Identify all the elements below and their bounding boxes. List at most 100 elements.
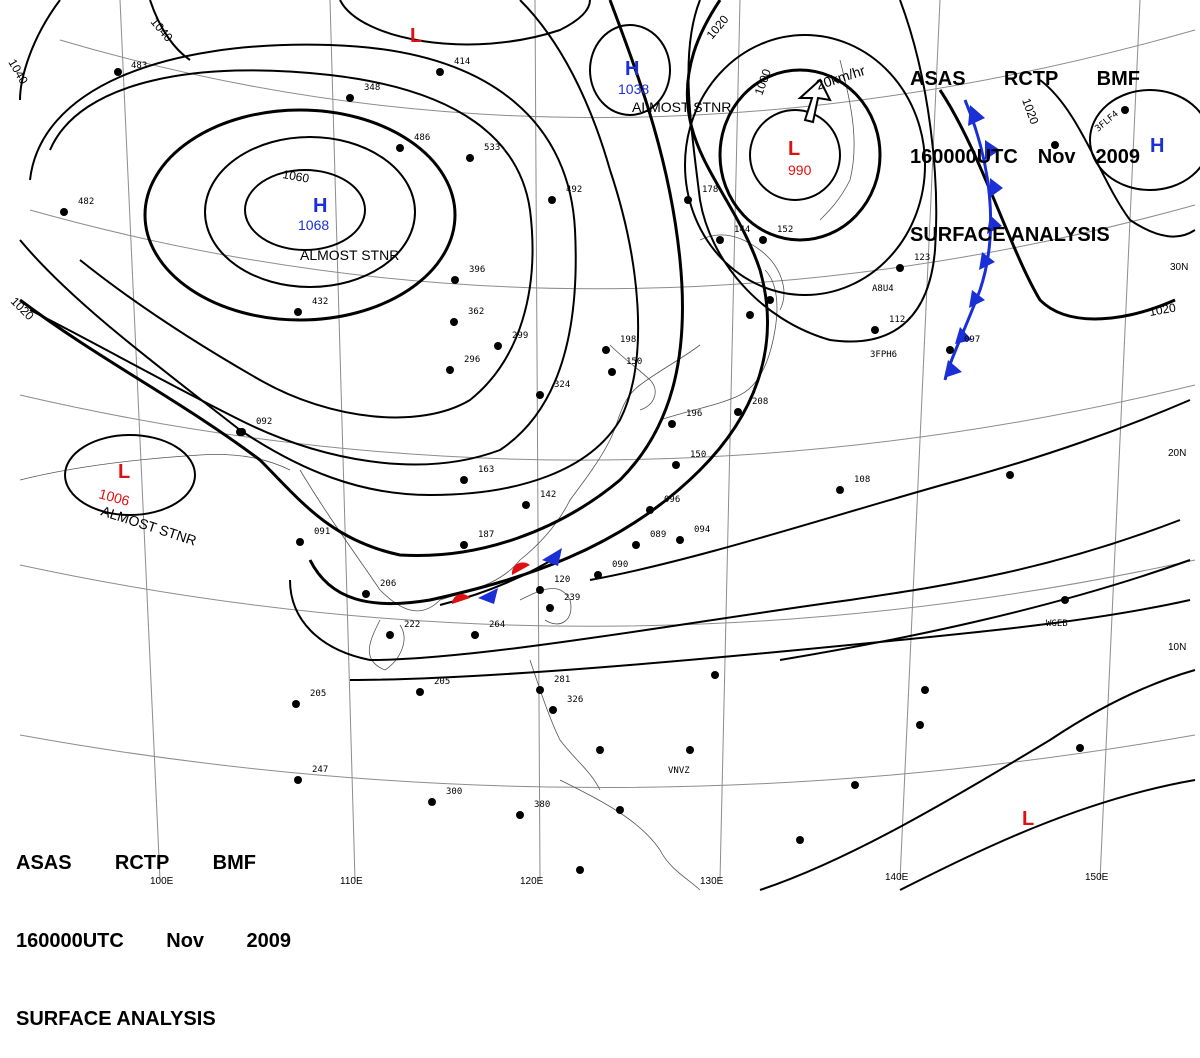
station-pressure-value: 205 xyxy=(310,689,326,699)
title-month: Nov xyxy=(1037,146,1076,168)
high-center-note: ALMOST STNR xyxy=(300,247,399,263)
station-pressure-value: 533 xyxy=(484,143,500,153)
station-pressure-value: 120 xyxy=(554,575,570,585)
isobar-label: 1020 xyxy=(704,12,732,42)
chart-title-bottom: ASAS RCTP BMF 160000UTC Nov 2009 SURFACE… xyxy=(16,798,291,1058)
station-pressure-value: 187 xyxy=(478,530,494,540)
title-agency: ASAS xyxy=(910,68,966,90)
high-center-value: 1038 xyxy=(618,81,649,97)
station-pressure-value: 299 xyxy=(512,331,528,341)
station-pressure-value: 362 xyxy=(468,307,484,317)
station-pressure-value: 150 xyxy=(690,450,706,460)
title-month: Nov xyxy=(166,930,205,952)
title-year: 2009 xyxy=(246,930,291,952)
station-pressure-value: 432 xyxy=(312,297,328,307)
isobar-label: 1020 xyxy=(8,294,37,323)
station-pressure-value: 492 xyxy=(566,185,582,195)
ship-id: VNVZ xyxy=(668,766,690,776)
station-pressure-value: 205 xyxy=(434,677,450,687)
surface-analysis-map: 4833484144865334924824323963622962993241… xyxy=(5,0,1200,891)
station-pressure-value: 198 xyxy=(620,335,636,345)
title-time: 160000UTC xyxy=(16,930,124,952)
longitude-label: 130E xyxy=(700,876,724,887)
low-center-symbol: L xyxy=(788,138,800,160)
station-pressure-value: 097 xyxy=(964,335,980,345)
station-pressure-value: 150 xyxy=(626,357,642,367)
station-pressure-value: 196 xyxy=(686,409,702,419)
station-pressure-value: 092 xyxy=(256,417,272,427)
isobars xyxy=(19,0,1200,891)
station-pressure-value: 112 xyxy=(889,315,905,325)
longitude-label: 140E xyxy=(885,872,909,883)
high-center-symbol: H xyxy=(625,58,639,80)
low-center-value: 1006 xyxy=(97,485,131,509)
title-product: SURFACE ANALYSIS xyxy=(910,224,1110,246)
station-pressure-value: 326 xyxy=(567,695,583,705)
longitude-label: 110E xyxy=(340,876,363,887)
title-office: BMF xyxy=(212,852,256,874)
title-year: 2009 xyxy=(1095,146,1140,168)
isobar-label: 1060 xyxy=(281,167,310,185)
station-pressure-value: 239 xyxy=(564,593,580,603)
longitude-label: 100E xyxy=(150,876,174,887)
station-pressure-value: 483 xyxy=(131,61,147,71)
title-time: 160000UTC xyxy=(910,146,1018,168)
latitude-label: 20N xyxy=(1168,448,1186,459)
latitude-label: 30N xyxy=(1170,262,1188,273)
station-pressure-value: 264 xyxy=(489,620,505,630)
station-pressure-value: 486 xyxy=(414,133,430,143)
station-pressure-value: 300 xyxy=(446,787,462,797)
longitude-label: 150E xyxy=(1085,872,1109,883)
station-pressure-value: 396 xyxy=(469,265,485,275)
station-pressure-value: 296 xyxy=(464,355,480,365)
low-center-symbol: L xyxy=(1022,808,1034,830)
cold-front-northeast xyxy=(943,99,1003,381)
low-center-symbol: L xyxy=(410,25,422,47)
high-center-symbol: H xyxy=(1150,135,1164,157)
station-pressure-value: 482 xyxy=(78,197,94,207)
station-markers xyxy=(60,68,1129,874)
station-pressure-value: 414 xyxy=(454,57,470,67)
station-pressure-value: 091 xyxy=(314,527,330,537)
title-station: RCTP xyxy=(1003,68,1059,90)
low-motion-arrow xyxy=(797,78,832,124)
chart-title-top: ASAS RCTP BMF 160000UTC Nov 2009 SURFACE… xyxy=(910,14,1140,274)
station-pressure-value: 222 xyxy=(404,620,420,630)
graticule-labels: 110E 120E 130E 140E 150E 100E 30N 20N 10… xyxy=(150,262,1188,887)
latitude-label: 10N xyxy=(1168,642,1186,653)
station-pressure-value: 123 xyxy=(914,253,930,263)
title-office: BMF xyxy=(1096,68,1140,90)
ship-id: 3FPH6 xyxy=(870,350,897,360)
ship-id: WGEB xyxy=(1046,619,1068,629)
isobar-label: 1000 xyxy=(752,67,774,97)
station-pressure-value: 380 xyxy=(534,800,550,810)
station-pressure-value: 152 xyxy=(777,225,793,235)
pressure-centers: H 1068 ALMOST STNR H 1038 ALMOST STNR L … xyxy=(97,25,1164,830)
title-station: RCTP xyxy=(114,852,170,874)
low-center-note: ALMOST STNR xyxy=(99,503,198,549)
station-pressure-value: 089 xyxy=(650,530,666,540)
low-center-motion: 20km/hr xyxy=(814,62,867,93)
isobar-label: 1040 xyxy=(148,15,176,45)
high-center-note: ALMOST STNR xyxy=(632,99,731,115)
station-pressure-value: 163 xyxy=(478,465,494,475)
station-pressure-value: 178 xyxy=(702,185,718,195)
low-center-symbol: L xyxy=(118,461,130,483)
stationary-front-south xyxy=(439,548,562,606)
station-pressure-value: 247 xyxy=(312,765,328,775)
station-pressure-value: 206 xyxy=(380,579,396,589)
title-product: SURFACE ANALYSIS xyxy=(16,1008,216,1030)
title-agency: ASAS xyxy=(16,852,72,874)
station-pressure-value: 094 xyxy=(694,525,710,535)
graticule xyxy=(19,0,1196,881)
longitude-label: 120E xyxy=(520,876,544,887)
station-pressure-value: 208 xyxy=(752,397,768,407)
station-pressure-value: 281 xyxy=(554,675,570,685)
station-pressure-value: 324 xyxy=(554,380,570,390)
high-center-symbol: H xyxy=(313,195,327,217)
ship-id: A8U4 xyxy=(872,284,894,294)
station-pressure-value: 348 xyxy=(364,83,380,93)
station-pressure-value: 142 xyxy=(540,490,556,500)
station-values-layer: 483 348 414 486 533 492 482 432 396 362 296 299 324 1… xyxy=(78,57,980,810)
isobar-label: 1020 xyxy=(1148,300,1177,318)
